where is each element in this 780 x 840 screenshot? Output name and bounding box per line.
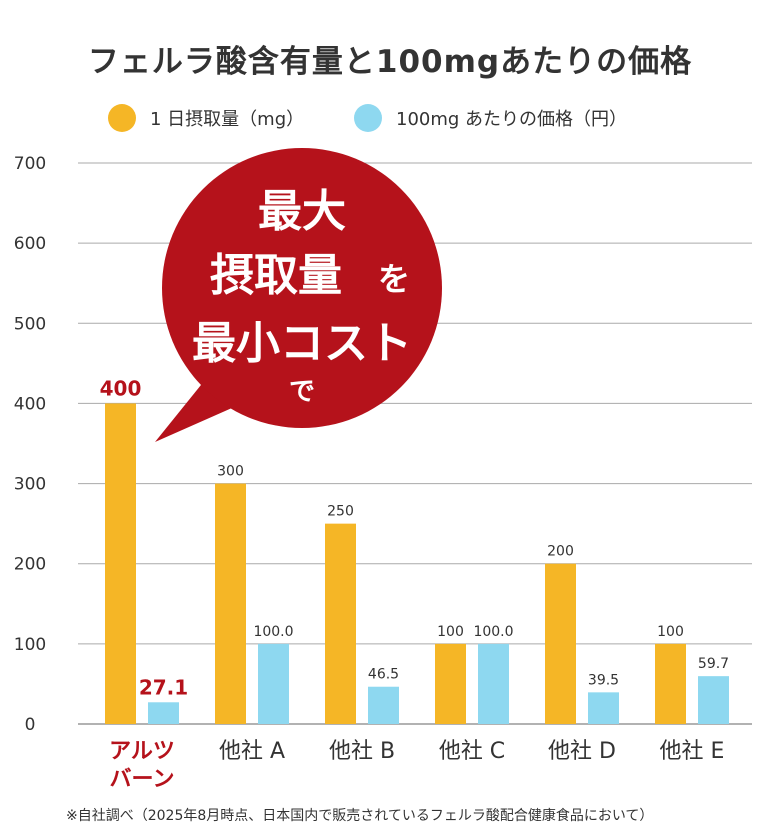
data-label: 200 [547,544,574,560]
callout-text: を [378,260,410,298]
bar-intake [545,563,576,724]
x-tick-label: バーン [110,767,175,792]
x-tick-label: 他社 E [660,739,725,764]
y-tick-label: 100 [14,635,46,655]
data-label: 100.0 [253,624,293,640]
x-tick-label: 他社 A [219,739,285,764]
data-label: 100 [657,624,684,640]
bar-price [368,686,399,724]
bar-intake [655,643,686,724]
x-tick-label: 他社 B [329,739,395,764]
x-tick-label: 他社 C [439,739,505,764]
y-tick-label: 500 [14,314,46,334]
bar-price [588,692,619,724]
data-label: 300 [217,464,244,480]
data-label: 46.5 [368,667,399,683]
footnote: ※自社調べ（2025年8月時点、日本国内で販売されているフェルラ酸配合健康食品に… [66,808,654,824]
legend-item-price: 100mg あたりの価格（円） [354,104,627,132]
callout-text: 最小コスト [192,318,412,369]
bar-intake [435,643,466,724]
data-label: 400 [100,376,142,400]
legend-label: 1 日摂取量（mg） [150,109,305,130]
data-label: 100 [437,624,464,640]
bar-price [478,643,509,724]
callout-text: 摂取量 [210,250,342,301]
legend-label: 100mg あたりの価格（円） [396,109,628,130]
bar-price [258,643,289,724]
y-tick-label: 600 [14,234,46,254]
data-label: 59.7 [698,656,729,672]
x-tick-label: 他社 D [548,739,616,764]
bar-price [698,676,729,724]
data-label: 250 [327,504,354,520]
callout-bubble [162,148,442,428]
legend-swatch-blue [354,104,382,132]
y-tick-label: 200 [14,555,46,575]
bar-intake [105,403,136,724]
legend-swatch-orange [108,104,136,132]
callout-text: 最大 [258,186,346,237]
data-label: 27.1 [139,675,188,699]
bar-intake [215,483,246,724]
callout-text: で [289,377,315,407]
bar-intake [325,523,356,724]
legend-item-intake: 1 日摂取量（mg） [108,104,304,132]
data-label: 100.0 [473,624,513,640]
chart-title: フェルラ酸含有量と100mgあたりの価格 [87,44,693,80]
x-tick-label: アルツ [109,739,175,764]
y-tick-label: 300 [14,475,46,495]
data-label: 39.5 [588,672,619,688]
y-tick-label: 700 [14,154,46,174]
y-tick-label: 0 [25,715,36,735]
bar-price [148,702,179,724]
y-tick-label: 400 [14,394,46,414]
